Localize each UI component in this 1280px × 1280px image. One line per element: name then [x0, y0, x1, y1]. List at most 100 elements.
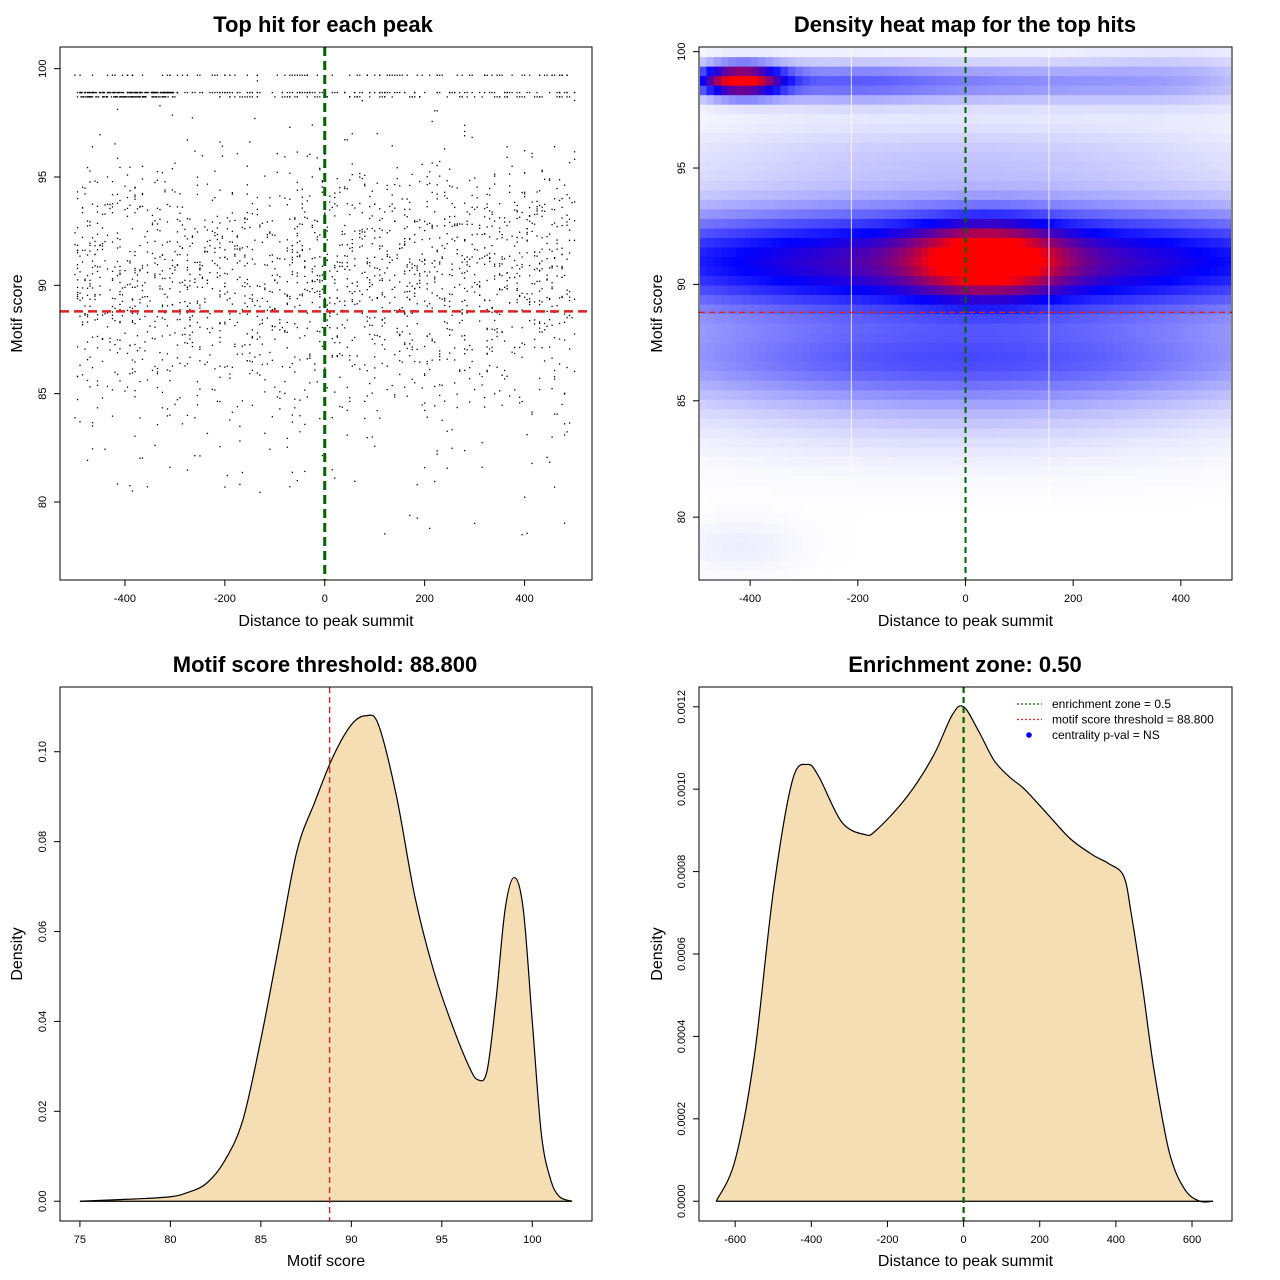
- heatmap-cell: [736, 522, 745, 534]
- heatmap-cell: [824, 218, 833, 229]
- scatter-point: [284, 381, 286, 383]
- scatter-point: [444, 247, 446, 249]
- heatmap-cell: [965, 123, 974, 134]
- scatter-point: [351, 300, 353, 303]
- scatter-point: [471, 223, 473, 226]
- heatmap-cell: [1002, 494, 1011, 505]
- scatter-point: [211, 344, 214, 346]
- scatter-point: [76, 244, 79, 247]
- heatmap-cell: [921, 560, 930, 572]
- heatmap-cell: [750, 189, 759, 200]
- heatmap-cell: [1002, 275, 1011, 286]
- heatmap-cell: [898, 399, 907, 410]
- scatter-point: [309, 91, 311, 94]
- heatmap-cell: [928, 551, 937, 562]
- scatter-point: [416, 303, 418, 305]
- heatmap-cell: [995, 465, 1004, 476]
- scatter-point: [309, 195, 311, 197]
- heatmap-cell: [832, 199, 841, 210]
- scatter-point: [89, 305, 91, 308]
- heatmap-cell: [802, 560, 811, 572]
- heatmap-cell: [965, 284, 974, 296]
- scatter-point: [296, 479, 298, 482]
- heatmap-cell: [965, 161, 974, 172]
- scatter-point: [120, 96, 123, 98]
- scatter-point: [426, 288, 428, 290]
- heatmap-cell: [898, 284, 907, 296]
- heatmap-cell: [780, 389, 789, 400]
- heatmap-cell: [787, 170, 796, 181]
- heatmap-cell: [950, 256, 959, 267]
- scatter-point: [354, 207, 356, 209]
- heatmap-cell: [824, 132, 833, 143]
- heatmap-cell: [839, 104, 848, 115]
- scatter-point: [411, 346, 413, 348]
- heatmap-cell: [935, 246, 944, 257]
- heatmap-cell: [950, 303, 959, 315]
- heatmap-cell: [713, 389, 722, 400]
- scatter-point: [289, 91, 291, 94]
- heatmap-cell: [802, 399, 811, 410]
- heatmap-cell: [995, 170, 1004, 181]
- heatmap-cell: [987, 408, 996, 419]
- heatmap-cell: [743, 541, 752, 553]
- heatmap-cell: [728, 332, 737, 343]
- heatmap-cell: [721, 551, 730, 562]
- scatter-point: [386, 91, 388, 94]
- heatmap-cell: [802, 85, 811, 96]
- scatter-point: [274, 279, 276, 282]
- heatmap-cell: [950, 313, 959, 324]
- scatter-point: [484, 74, 486, 76]
- scatter-point: [573, 239, 576, 241]
- heatmap-cell: [700, 104, 708, 115]
- heatmap-cell: [787, 189, 796, 200]
- scatter-point: [521, 266, 523, 268]
- heatmap-cell: [965, 361, 974, 372]
- heatmap-cell: [706, 237, 715, 248]
- heatmap-cell: [950, 56, 959, 67]
- heatmap-cell: [810, 75, 819, 86]
- heatmap-cell: [780, 532, 789, 543]
- heatmap-cell: [921, 351, 930, 362]
- heatmap-cell: [995, 85, 1004, 96]
- scatter-point: [481, 384, 483, 386]
- heatmap-cell: [802, 456, 811, 467]
- heatmap-cell: [861, 265, 870, 277]
- heatmap-cell: [913, 48, 922, 58]
- heatmap-cell: [713, 265, 722, 277]
- scatter-point: [291, 362, 293, 365]
- scatter-point: [558, 363, 561, 365]
- scatter-point: [553, 369, 556, 372]
- scatter-point: [436, 270, 438, 273]
- scatter-point: [316, 74, 318, 76]
- scatter-point: [149, 325, 151, 327]
- heatmap-cell: [928, 246, 937, 257]
- scatter-point: [336, 313, 338, 315]
- heatmap-cell: [935, 370, 944, 381]
- scatter-point: [561, 295, 563, 298]
- heatmap-cell: [884, 389, 893, 400]
- heatmap-cell: [854, 399, 863, 410]
- scatter-point: [394, 396, 396, 398]
- heatmap-cell: [706, 66, 715, 77]
- heatmap-cell: [713, 284, 722, 296]
- scatter-point: [411, 263, 413, 265]
- scatter-point: [548, 346, 551, 348]
- scatter-point: [296, 255, 298, 258]
- heatmap-cell: [869, 437, 878, 448]
- heatmap-cell: [921, 104, 930, 115]
- scatter-point: [176, 264, 179, 266]
- heatmap-cell: [832, 294, 841, 305]
- heatmap-cell: [972, 237, 981, 248]
- scatter-point: [186, 363, 189, 365]
- scatter-point: [281, 91, 283, 94]
- heatmap-cell: [713, 408, 722, 419]
- scatter-point: [496, 293, 498, 296]
- scatter-point: [319, 169, 321, 171]
- heatmap-cell: [721, 361, 730, 372]
- heatmap-cell: [913, 437, 922, 448]
- heatmap-cell: [817, 380, 826, 391]
- heatmap-cell: [743, 151, 752, 162]
- heatmap-cell: [728, 313, 737, 324]
- scatter-point: [521, 211, 523, 214]
